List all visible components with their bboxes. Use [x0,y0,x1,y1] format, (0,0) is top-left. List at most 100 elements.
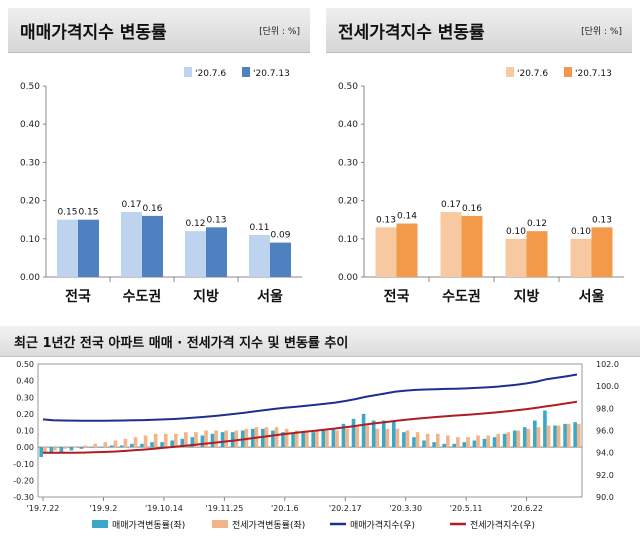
trend-bar [395,428,400,448]
trend-bar [476,435,480,448]
trend-bar [261,428,265,448]
trend-bar [103,442,108,448]
trend-bar [39,447,44,458]
jeonse-change-title: 전세가격지수 변동률 [338,23,485,43]
sale-legend-label: '20.7.6 [195,69,226,79]
trend-bar [361,413,366,448]
sale-bar [78,219,99,277]
trend-bar [506,432,511,448]
jeonse-data-label: 0.16 [462,204,482,214]
sale-category-label: 전국 [65,288,91,305]
trend-bar [120,445,124,448]
trend-bar [133,437,138,448]
jeonse-bar [375,227,397,277]
sale-data-label: 0.15 [78,208,98,218]
jeonse-legend-label: '20.7.13 [575,69,612,79]
trend-bar [432,442,436,448]
trend-bar [415,432,420,448]
sale-change-unit: [단위 : %] [259,27,300,37]
trend-x-label: '20.6.22 [510,504,543,513]
sale-legend-swatch [184,67,192,77]
trend-bar [184,432,188,448]
trend-bar [335,430,339,448]
trend-bar [365,425,370,448]
sale-change-title: 매매가격지수 변동률 [20,23,167,43]
sale-data-label: 0.16 [142,204,162,214]
sale-data-label: 0.17 [121,200,141,210]
trend-bar [371,420,376,448]
trend-bar [512,430,517,448]
jeonse-data-label: 0.13 [376,215,396,225]
sale-data-label: 0.12 [185,219,205,229]
sale-legend-label: '20.7.13 [253,69,290,79]
jeonse-bar [461,215,483,277]
trend-bar [442,443,446,448]
trend-bar [315,430,319,448]
trend-x-label: '19.10.14 [145,504,183,513]
trend-legend-label: 매매가격변동률(좌) [112,519,185,531]
trend-bar [153,433,158,448]
trend-bar [331,428,336,448]
jeonse-legend-label: '20.7.6 [517,69,548,79]
trend-bar [53,447,57,451]
trend-x-label: '19.7.22 [27,504,60,513]
sale-ytick-label: 0.50 [20,82,40,92]
trend-bar [180,438,185,448]
trend-panel-header: 최근 1년간 전국 아파트 매매 · 전세가격 지수 및 변동률 추이 [0,326,640,357]
trend-line [43,400,578,454]
sale-ytick-label: 0.40 [20,120,40,130]
trend-bar [355,427,359,448]
trend-legend-swatch [212,520,228,528]
trend-chart: -0.30 -0.20 -0.10 0.00 0.10 0.20 0.30 0.40 0.50 9… [13,360,619,531]
jeonse-legend-swatch [564,67,572,77]
trend-left-tick-label: -0.10 [13,460,34,469]
sale-ytick-label: 0.10 [20,235,40,245]
trend-bar [573,422,577,448]
trend-left-tick-label: 0.10 [16,427,34,436]
trend-bar [73,447,77,448]
trend-bar [556,425,561,448]
trend-bar [224,430,228,448]
trend-bar [160,442,164,448]
jeonse-bar [505,238,527,277]
trend-bar [311,432,316,448]
trend-left-tick-label: -0.20 [13,476,34,485]
trend-bar [174,433,178,448]
trend-right-tick-label: 90.0 [596,493,614,502]
trend-right-tick-label: 94.0 [596,449,614,458]
sale-legend-swatch [242,67,250,77]
trend-bar [150,442,154,448]
trend-bar [321,430,326,448]
trend-bar [123,438,128,448]
trend-bar [452,443,457,448]
trend-right-tick-label: 98.0 [596,404,614,413]
sale-ytick-label: 0.20 [20,197,40,207]
trend-bar [274,427,279,448]
trend-bar [496,433,500,448]
trend-x-label: '20.3.30 [389,504,422,513]
trend-bar [543,410,547,448]
jeonse-data-label: 0.17 [441,200,461,210]
trend-bar [351,418,356,448]
sale-data-label: 0.15 [57,208,77,218]
trend-bar [492,437,497,448]
sale-category-label: 서울 [257,288,283,305]
trend-bar [462,442,467,448]
trend-bar [345,428,349,448]
trend-x-label: '20.5.11 [450,504,483,513]
trend-bar [99,447,104,448]
trend-bar [89,447,94,448]
jeonse-ytick-label: 0.50 [338,82,358,92]
jeonse-data-label: 0.13 [592,215,612,225]
trend-bar [576,423,581,448]
trend-bar [522,427,527,448]
trend-bar [425,433,430,448]
trend-bar [93,443,98,448]
jeonse-category-label: 수도권 [442,289,481,305]
jeonse-bar [440,212,462,277]
trend-bar [140,443,144,448]
trend-bar [294,430,299,448]
jeonse-ytick-label: 0.10 [338,235,358,245]
jeonse-data-label: 0.10 [571,227,591,237]
trend-bar [375,428,380,448]
